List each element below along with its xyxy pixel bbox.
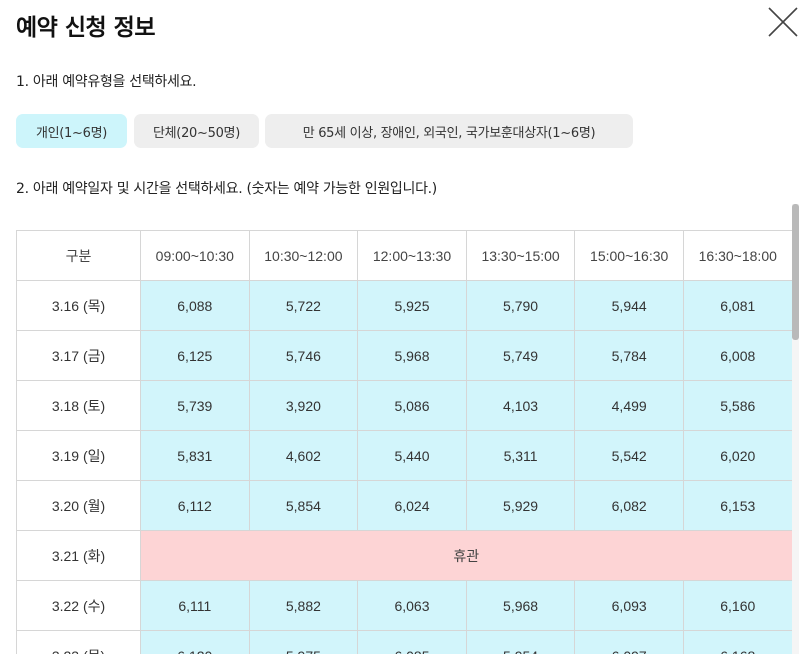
slot-cell[interactable]: 6,160 [682,580,792,631]
dialog-title: 예약 신청 정보 [16,15,155,41]
slot-cell[interactable]: 6,120 [140,630,250,654]
schedule-table-container: 구분 09:00~10:30 10:30~12:00 12:00~13:30 1… [16,230,792,654]
table-row: 3.16 (목) 6,088 5,722 5,925 5,790 5,944 6… [16,280,792,331]
header-cell: 12:00~13:30 [357,230,467,281]
date-cell: 3.20 (월) [16,480,141,531]
slot-cell[interactable]: 5,929 [465,480,576,531]
header-cell: 15:00~16:30 [574,230,684,281]
slot-cell[interactable]: 5,925 [357,280,467,331]
slot-cell[interactable]: 5,944 [574,280,684,331]
slot-cell[interactable]: 4,499 [574,380,684,431]
header-cell: 16:30~18:00 [682,230,792,281]
scrollbar-thumb[interactable] [792,204,799,340]
slot-cell[interactable]: 4,602 [248,430,359,481]
slot-cell[interactable]: 5,975 [248,630,359,654]
date-cell: 3.18 (토) [16,380,141,431]
header-cell: 구분 [16,230,141,281]
date-cell: 3.19 (일) [16,430,141,481]
slot-cell[interactable]: 5,749 [465,330,576,381]
date-cell: 3.22 (수) [16,580,141,631]
slot-cell[interactable]: 6,093 [574,580,684,631]
slot-cell[interactable]: 6,008 [682,330,792,381]
slot-cell[interactable]: 5,086 [357,380,467,431]
slot-cell[interactable]: 5,784 [574,330,684,381]
close-icon [768,7,798,37]
date-cell: 3.21 (화) [16,530,141,581]
table-row: 3.19 (일) 5,831 4,602 5,440 5,311 5,542 6… [16,430,792,481]
date-cell: 3.23 (목) [16,630,141,654]
slot-cell[interactable]: 6,097 [574,630,684,654]
slot-cell[interactable]: 6,125 [140,330,250,381]
slot-cell[interactable]: 5,739 [140,380,250,431]
slot-cell[interactable]: 5,746 [248,330,359,381]
slot-cell[interactable]: 5,954 [465,630,576,654]
table-header-row: 구분 09:00~10:30 10:30~12:00 12:00~13:30 1… [16,230,792,281]
slot-cell[interactable]: 6,112 [140,480,250,531]
closed-cell: 휴관 [140,530,792,581]
slot-cell[interactable]: 5,968 [357,330,467,381]
close-button[interactable] [766,5,800,39]
slot-cell[interactable]: 5,311 [465,430,576,481]
slot-cell[interactable]: 4,103 [465,380,576,431]
header-cell: 13:30~15:00 [465,230,576,281]
slot-cell[interactable]: 6,020 [682,430,792,481]
slot-cell[interactable]: 5,831 [140,430,250,481]
slot-cell[interactable]: 5,790 [465,280,576,331]
slot-cell[interactable]: 6,153 [682,480,792,531]
table-row: 3.23 (목) 6,120 5,975 6,085 5,954 6,097 6… [16,630,792,654]
slot-cell[interactable]: 5,882 [248,580,359,631]
header-cell: 10:30~12:00 [248,230,359,281]
type-individual-button[interactable]: 개인(1~6명) [16,114,127,148]
slot-cell[interactable]: 6,082 [574,480,684,531]
table-row: 3.20 (월) 6,112 5,854 6,024 5,929 6,082 6… [16,480,792,531]
header-cell: 09:00~10:30 [140,230,250,281]
slot-cell[interactable]: 6,024 [357,480,467,531]
slot-cell[interactable]: 6,168 [682,630,792,654]
table-row: 3.22 (수) 6,111 5,882 6,063 5,968 6,093 6… [16,580,792,631]
type-special-button[interactable]: 만 65세 이상, 장애인, 외국인, 국가보훈대상자(1~6명) [265,114,633,148]
step1-instruction: 1. 아래 예약유형을 선택하세요. [16,74,197,90]
slot-cell[interactable]: 3,920 [248,380,359,431]
slot-cell[interactable]: 5,440 [357,430,467,481]
slot-cell[interactable]: 5,542 [574,430,684,481]
slot-cell[interactable]: 5,722 [248,280,359,331]
date-cell: 3.17 (금) [16,330,141,381]
table-row: 3.21 (화) 휴관 [16,530,792,581]
slot-cell[interactable]: 5,968 [465,580,576,631]
slot-cell[interactable]: 6,111 [140,580,250,631]
slot-cell[interactable]: 6,088 [140,280,250,331]
slot-cell[interactable]: 6,081 [682,280,792,331]
slot-cell[interactable]: 6,085 [357,630,467,654]
table-row: 3.17 (금) 6,125 5,746 5,968 5,749 5,784 6… [16,330,792,381]
step2-instruction: 2. 아래 예약일자 및 시간을 선택하세요. (숫자는 예약 가능한 인원입니… [16,181,437,197]
date-cell: 3.16 (목) [16,280,141,331]
scrollbar-track[interactable] [792,204,799,654]
table-row: 3.18 (토) 5,739 3,920 5,086 4,103 4,499 5… [16,380,792,431]
type-group-button[interactable]: 단체(20~50명) [134,114,259,148]
slot-cell[interactable]: 6,063 [357,580,467,631]
slot-cell[interactable]: 5,586 [682,380,792,431]
schedule-table: 구분 09:00~10:30 10:30~12:00 12:00~13:30 1… [16,230,792,654]
slot-cell[interactable]: 5,854 [248,480,359,531]
